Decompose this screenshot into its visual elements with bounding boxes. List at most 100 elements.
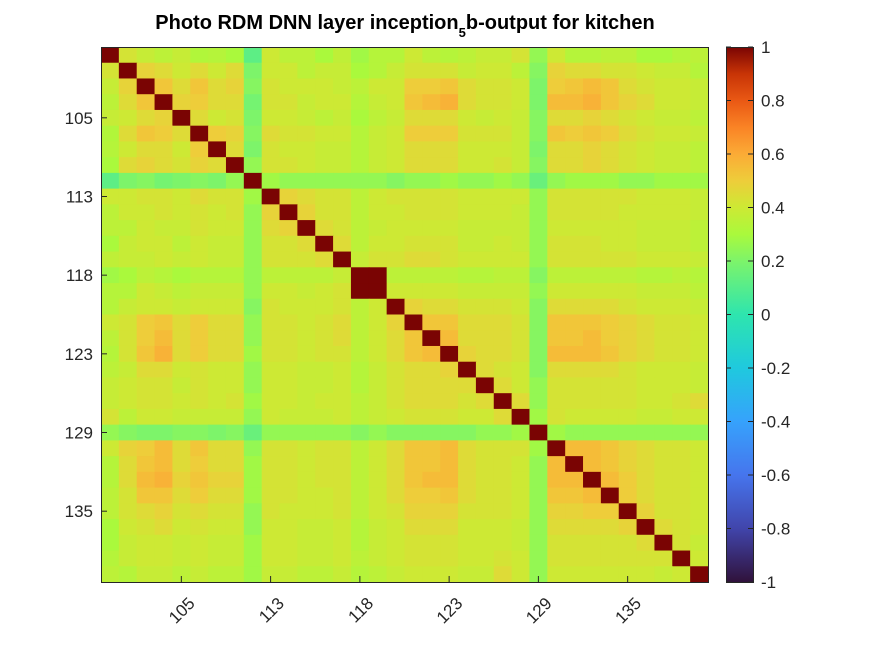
heatmap-cell — [315, 393, 334, 410]
heatmap-cell — [618, 471, 638, 489]
heatmap-cell — [493, 188, 513, 205]
heatmap-cell — [440, 251, 459, 268]
heatmap-cell — [297, 330, 316, 347]
heatmap-cell — [654, 377, 673, 394]
heatmap-cell — [225, 440, 245, 457]
heatmap-cell — [243, 361, 263, 379]
heatmap-cell — [297, 424, 316, 441]
heatmap-cell — [101, 251, 120, 268]
heatmap-cell — [493, 330, 513, 347]
heatmap-cell — [386, 235, 406, 253]
heatmap-cell — [475, 267, 495, 284]
heatmap-cell — [422, 393, 441, 410]
heatmap-cell — [261, 440, 281, 457]
heatmap-cell — [101, 440, 120, 457]
heatmap-cell — [101, 330, 120, 347]
heatmap-cell — [583, 47, 602, 64]
heatmap-cell — [618, 361, 638, 379]
colorbar-tick-label: -0.4 — [761, 413, 790, 432]
heatmap-cell — [172, 267, 191, 284]
heatmap-cell — [404, 125, 423, 143]
heatmap-cell — [404, 393, 423, 410]
heatmap-cell — [404, 519, 423, 536]
heatmap-cell — [404, 503, 423, 520]
heatmap-cell — [315, 298, 334, 316]
heatmap-cell — [243, 78, 263, 95]
heatmap-cell — [333, 424, 352, 441]
heatmap-cell — [475, 534, 495, 552]
heatmap-cell — [279, 456, 298, 473]
heatmap-cell — [136, 172, 156, 190]
heatmap-cell — [333, 172, 352, 190]
heatmap-cell — [654, 345, 673, 363]
heatmap-cell — [654, 267, 673, 284]
heatmap-cell — [225, 78, 245, 95]
heatmap-cell — [529, 519, 548, 536]
heatmap-cell — [565, 314, 584, 331]
heatmap-cell — [297, 220, 316, 237]
heatmap-cell — [368, 141, 388, 158]
heatmap-cell — [600, 361, 620, 379]
heatmap-cell — [118, 157, 138, 174]
heatmap-cell — [279, 393, 298, 410]
heatmap-cell — [404, 267, 423, 284]
heatmap-cell — [101, 471, 120, 489]
heatmap-cell — [493, 78, 513, 95]
heatmap-cell — [101, 172, 120, 190]
heatmap-cell — [493, 456, 513, 473]
heatmap-cell — [350, 267, 370, 284]
heatmap-cell — [618, 188, 638, 205]
heatmap-cell — [458, 47, 477, 64]
heatmap-cell — [190, 534, 209, 552]
heatmap-cell — [672, 62, 691, 80]
heatmap-cell — [297, 283, 316, 300]
heatmap-cell — [279, 235, 298, 253]
heatmap-cell — [440, 345, 459, 363]
heatmap-cell — [440, 503, 459, 520]
heatmap-cell — [243, 377, 263, 394]
heatmap-cell — [386, 424, 406, 441]
heatmap-cell — [475, 330, 495, 347]
heatmap-cell — [101, 235, 120, 253]
heatmap-cell — [333, 47, 352, 64]
heatmap-cell — [475, 141, 495, 158]
heatmap-cell — [172, 566, 191, 583]
heatmap-cell — [422, 94, 441, 111]
heatmap-cell — [279, 566, 298, 583]
heatmap-cell — [565, 204, 584, 221]
heatmap-cell — [458, 393, 477, 410]
heatmap-cell — [422, 220, 441, 237]
heatmap-cell — [654, 361, 673, 379]
heatmap-cell — [172, 125, 191, 143]
heatmap-cell — [690, 345, 709, 363]
heatmap-cell — [368, 125, 388, 143]
heatmap-cell — [225, 345, 245, 363]
heatmap-cell — [243, 393, 263, 410]
colorbar-tick-label: 0.6 — [761, 145, 785, 164]
heatmap-cell — [475, 471, 495, 489]
heatmap-cell — [511, 125, 531, 143]
heatmap-cell — [404, 78, 423, 95]
heatmap-cell — [279, 298, 298, 316]
heatmap-cell — [440, 487, 459, 504]
heatmap-cell — [529, 471, 548, 489]
colorbar-tick-label: 1 — [761, 38, 770, 57]
heatmap-cell — [690, 62, 709, 80]
heatmap-cell — [565, 456, 584, 473]
heatmap-cell — [118, 534, 138, 552]
heatmap-cell — [475, 251, 495, 268]
heatmap-cell — [297, 109, 316, 127]
heatmap-cell — [315, 220, 334, 237]
heatmap-cell — [493, 109, 513, 127]
heatmap-cell — [654, 393, 673, 410]
heatmap-cell — [654, 204, 673, 221]
heatmap-cell — [190, 283, 209, 300]
heatmap-cell — [404, 330, 423, 347]
colorbar-tick-label: 0.2 — [761, 252, 785, 271]
heatmap-cell — [386, 204, 406, 221]
heatmap-cell — [154, 204, 174, 221]
heatmap-cell — [243, 566, 263, 583]
heatmap-cell — [529, 345, 548, 363]
heatmap-cell — [279, 534, 298, 552]
